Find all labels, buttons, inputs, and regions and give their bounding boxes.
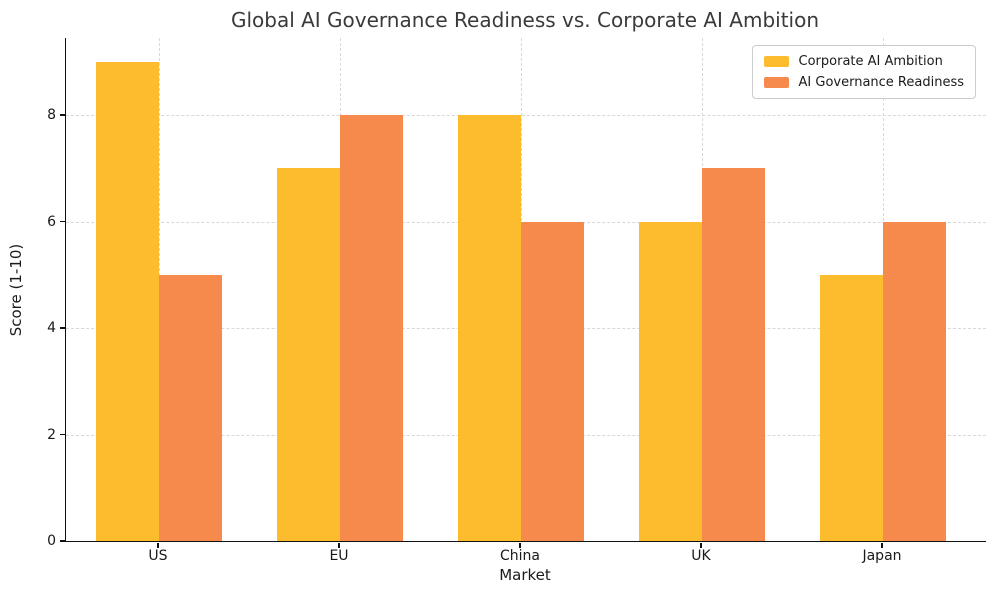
legend-label: AI Governance Readiness: [798, 75, 964, 90]
legend-swatch-ai-governance-readiness-icon: [763, 77, 789, 88]
y-tick-mark-0: [60, 540, 65, 542]
x-tick-mark-uk: [700, 542, 702, 548]
y-tick-label-8: 8: [47, 107, 56, 124]
y-tick-label-2: 2: [47, 426, 56, 443]
legend-item-ai-governance-readiness: AI Governance Readiness: [763, 75, 964, 90]
x-tick-label-uk: UK: [691, 548, 711, 564]
bar-ai-governance-readiness-eu: [340, 115, 403, 541]
bar-corporate-ai-ambition-japan: [820, 274, 883, 541]
bar-ai-governance-readiness-china: [521, 221, 584, 541]
x-tick-label-china: China: [500, 548, 540, 564]
bar-ai-governance-readiness-us: [159, 274, 222, 541]
y-tick-label-6: 6: [47, 213, 56, 230]
y-tick-mark-6: [60, 220, 65, 223]
y-tick-mark-8: [60, 114, 65, 116]
x-axis-title: Market: [499, 566, 551, 584]
bar-corporate-ai-ambition-eu: [277, 168, 340, 541]
chart-title: Global AI Governance Readiness vs. Corpo…: [230, 8, 820, 32]
x-tick-label-us: US: [148, 548, 168, 564]
bar-corporate-ai-ambition-china: [458, 115, 521, 541]
bar-corporate-ai-ambition-us: [96, 61, 159, 541]
plot-area: [65, 38, 986, 542]
y-tick-label-4: 4: [47, 320, 56, 337]
gridline-y-8: [66, 115, 986, 117]
x-tick-mark-eu: [338, 542, 340, 548]
bar-ai-governance-readiness-japan: [883, 221, 946, 541]
x-tick-mark-china: [519, 542, 521, 548]
legend-label: Corporate AI Ambition: [798, 54, 943, 69]
x-tick-mark-us: [157, 542, 159, 548]
y-tick-label-0: 0: [47, 533, 56, 549]
bar-ai-governance-readiness-uk: [702, 168, 765, 541]
legend: Corporate AI Ambition AI Governance Read…: [751, 45, 976, 99]
legend-item-corporate-ai-ambition: Corporate AI Ambition: [763, 54, 964, 69]
x-tick-label-japan: Japan: [862, 548, 902, 564]
y-tick-mark-4: [60, 327, 65, 329]
x-tick-mark-japan: [881, 542, 883, 548]
legend-swatch-corporate-ai-ambition-icon: [763, 56, 789, 67]
y-tick-mark-2: [60, 433, 65, 436]
bar-corporate-ai-ambition-uk: [639, 221, 702, 541]
x-tick-label-eu: EU: [329, 548, 349, 564]
